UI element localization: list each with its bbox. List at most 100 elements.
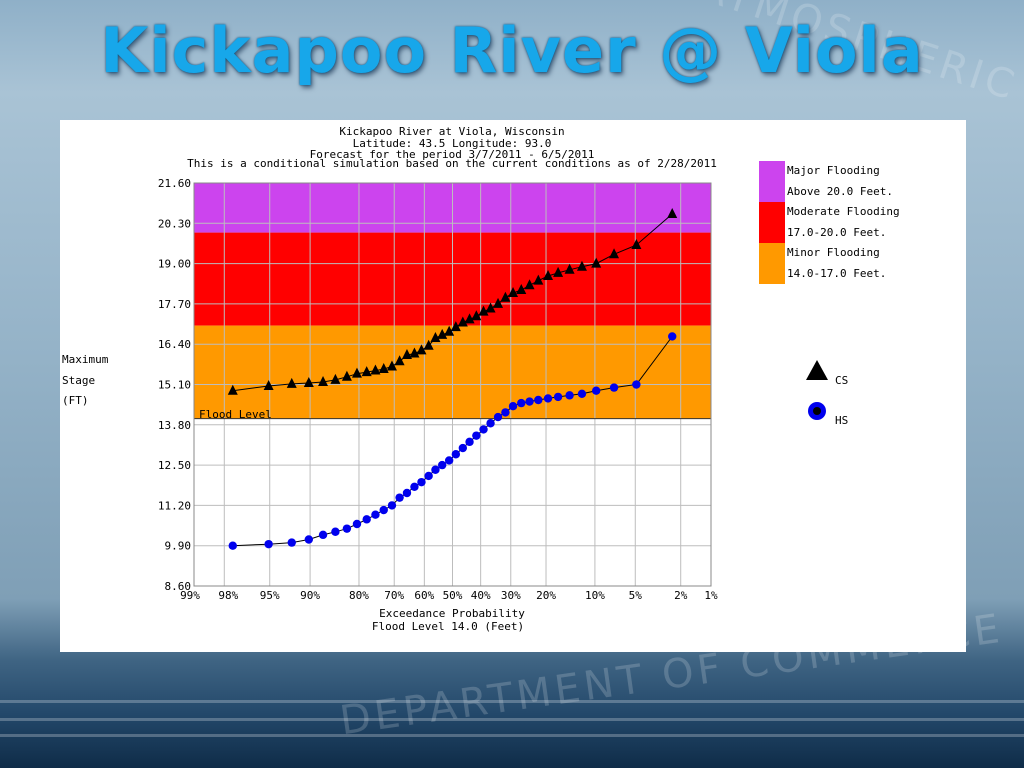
- zone-legend-swatch-1: [759, 161, 785, 202]
- chart-grid: [193, 182, 712, 587]
- point-cs-20: [444, 325, 455, 336]
- point-cs-19: [437, 328, 448, 339]
- point-cs-16: [416, 344, 427, 355]
- x-tick-label-5: 5%: [629, 589, 643, 602]
- point-hs-4: [304, 535, 314, 544]
- y-tick-label-12-50: 12.50: [158, 459, 191, 472]
- point-cs-15: [409, 347, 420, 358]
- point-hs-36: [577, 389, 587, 398]
- point-hs-30: [517, 398, 526, 408]
- y-tick-label-20-30: 20.30: [158, 217, 191, 230]
- flood-level-label: Flood Level: [199, 408, 272, 421]
- point-cs-39: [631, 239, 642, 249]
- point-cs-9: [361, 366, 372, 377]
- x-tick-label-1: 1%: [704, 589, 718, 602]
- zone-legend-range-3: 14.0-17.0 Feet.: [787, 267, 886, 280]
- point-hs-16: [417, 477, 426, 487]
- x-tick-label-20: 20%: [536, 589, 556, 602]
- point-hs-13: [395, 493, 404, 502]
- x-tick-label-98: 98%: [218, 589, 238, 602]
- point-hs-21: [451, 450, 461, 459]
- point-hs-37: [591, 386, 601, 395]
- chart-header-line-4: This is a conditional simulation based o…: [187, 157, 717, 170]
- legend-marker-center-hs: [813, 407, 821, 415]
- point-hs-11: [379, 505, 388, 515]
- point-cs-21: [450, 321, 461, 332]
- point-hs-32: [534, 395, 543, 405]
- point-cs-18: [430, 332, 441, 342]
- legend-marker-cs: [806, 360, 828, 380]
- x-tick-label-60: 60%: [414, 589, 434, 602]
- y-tick-label-8-60: 8.60: [165, 580, 192, 593]
- y-tick-label-15-10: 15.10: [158, 379, 191, 392]
- series-line-hs: [232, 336, 673, 547]
- point-cs-24: [471, 310, 482, 321]
- x-tick-label-50: 50%: [443, 589, 463, 602]
- y-axis-title-line-2: Stage: [62, 374, 95, 387]
- point-hs-2: [264, 539, 273, 549]
- point-hs-29: [508, 402, 518, 411]
- point-cs-25: [478, 305, 489, 316]
- point-hs-26: [486, 419, 495, 428]
- point-cs-6: [330, 373, 341, 384]
- point-hs-17: [424, 471, 433, 481]
- series-legend: CS HS: [806, 360, 848, 427]
- y-tick-label-17-70: 17.70: [158, 298, 191, 311]
- point-hs-14: [402, 488, 412, 498]
- probability-chart: Kickapoo River at Viola, Wisconsin Latit…: [62, 125, 900, 633]
- y-tick-label-13-80: 13.80: [158, 419, 191, 432]
- point-hs-8: [352, 519, 362, 529]
- point-hs-39: [632, 380, 641, 389]
- point-hs-15: [410, 482, 419, 491]
- x-tick-label-70: 70%: [384, 589, 404, 602]
- legend-label-cs: CS: [835, 374, 848, 387]
- point-cs-17: [423, 339, 434, 350]
- chart-panel: Kickapoo River at Viola, Wisconsin Latit…: [60, 120, 966, 652]
- zone-legend-swatch-2: [759, 202, 785, 243]
- point-cs-30: [516, 283, 527, 294]
- point-hs-6: [331, 527, 340, 536]
- point-cs-13: [394, 355, 405, 366]
- point-hs-10: [371, 510, 380, 519]
- x-tick-label-95: 95%: [260, 589, 280, 602]
- x-axis-title: Exceedance Probability: [379, 607, 525, 620]
- chart-header-line-3: Forecast for the period 3/7/2011 - 6/5/2…: [310, 148, 595, 161]
- chart-subtitle: Flood Level 14.0 (Feet): [372, 620, 524, 633]
- y-tick-label-11-20: 11.20: [158, 499, 191, 512]
- point-hs-12: [387, 501, 397, 510]
- x-tick-label-99: 99%: [180, 589, 200, 602]
- zone-legend-title-2: Moderate Flooding: [787, 205, 900, 218]
- point-cs-35: [564, 263, 575, 274]
- point-cs-32: [533, 274, 544, 285]
- y-axis-title-line-1: Maximum: [62, 353, 109, 366]
- x-tick-label-30: 30%: [501, 589, 521, 602]
- zone-legend-range-2: 17.0-20.0 Feet.: [787, 226, 886, 239]
- point-hs-31: [525, 397, 534, 406]
- zone-legend-range-1: Above 20.0 Feet.: [787, 185, 893, 198]
- point-cs-22: [457, 316, 468, 327]
- point-hs-18: [431, 465, 440, 474]
- point-cs-31: [524, 279, 535, 290]
- point-cs-11: [378, 363, 389, 373]
- point-hs-5: [318, 530, 328, 540]
- zone-legend-title-3: Minor Flooding: [787, 246, 880, 259]
- point-hs-28: [501, 408, 510, 417]
- zone-legend-title-1: Major Flooding: [787, 164, 880, 177]
- point-cs-14: [401, 349, 412, 360]
- plot-frame: [193, 182, 712, 587]
- point-cs-38: [609, 248, 620, 259]
- point-hs-3: [287, 538, 296, 547]
- point-cs-36: [576, 260, 587, 271]
- point-cs-37: [591, 257, 602, 268]
- series-points: [227, 208, 678, 550]
- x-tick-label-2: 2%: [674, 589, 688, 602]
- chart-header-line-1: Kickapoo River at Viola, Wisconsin: [339, 125, 564, 138]
- x-tick-label-80: 80%: [349, 589, 369, 602]
- y-tick-label-16-40: 16.40: [158, 338, 191, 351]
- point-hs-1: [228, 541, 237, 550]
- y-tick-label-19-00: 19.00: [158, 258, 191, 271]
- y-axis-title: Maximum Stage (FT): [62, 353, 109, 407]
- point-hs-22: [458, 443, 468, 453]
- point-hs-34: [553, 392, 563, 402]
- point-hs-40: [668, 332, 677, 341]
